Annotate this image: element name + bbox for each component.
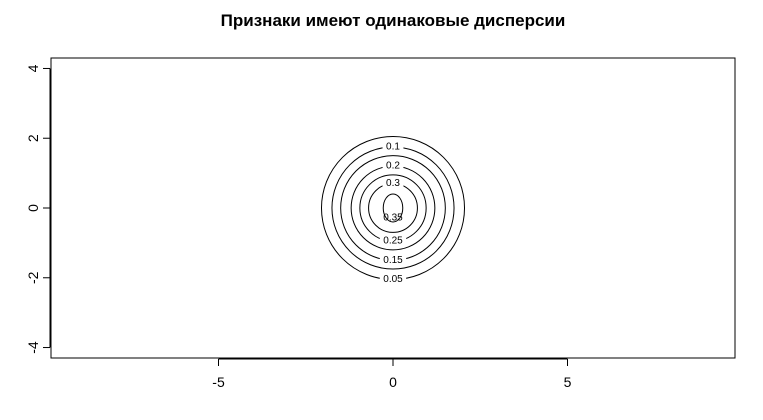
contour-label: 0.2 (386, 161, 400, 172)
y-tick-label: -4 (25, 341, 41, 354)
contour-label: 0.05 (383, 274, 403, 285)
contour-label: 0.25 (383, 236, 403, 247)
contour-line (382, 193, 404, 223)
contour-label-gap (382, 161, 404, 172)
y-tick-label: -2 (25, 271, 41, 284)
y-axis: -4 -2 0 2 4 (25, 64, 51, 354)
contour-label: 0.1 (386, 141, 400, 152)
chart-title: Признаки имеют одинаковые дисперсии (221, 11, 566, 30)
contour-label-gap (382, 178, 404, 189)
y-tick-label: 0 (25, 204, 41, 212)
contour-line (368, 183, 418, 233)
contour-label-gap (379, 274, 407, 285)
contour-lines: 0.05 0.1 0.15 0.2 0.25 0.3 0.35 (320, 135, 466, 285)
contour-label: 0.3 (386, 178, 400, 189)
y-tick-label: 2 (25, 134, 41, 142)
plot-frame (50, 57, 736, 359)
contour-label: 0.15 (383, 255, 403, 266)
contour-label-gap (379, 255, 407, 266)
x-axis: -5 0 5 (212, 358, 572, 390)
x-tick-label: 5 (564, 374, 572, 390)
contour-label-gap (382, 141, 404, 152)
x-tick-label: -5 (212, 374, 225, 390)
contour-label-gap (379, 236, 407, 247)
contour-label: 0.35 (383, 213, 403, 224)
x-tick-label: 0 (389, 374, 397, 390)
y-tick-label: 4 (25, 64, 41, 72)
